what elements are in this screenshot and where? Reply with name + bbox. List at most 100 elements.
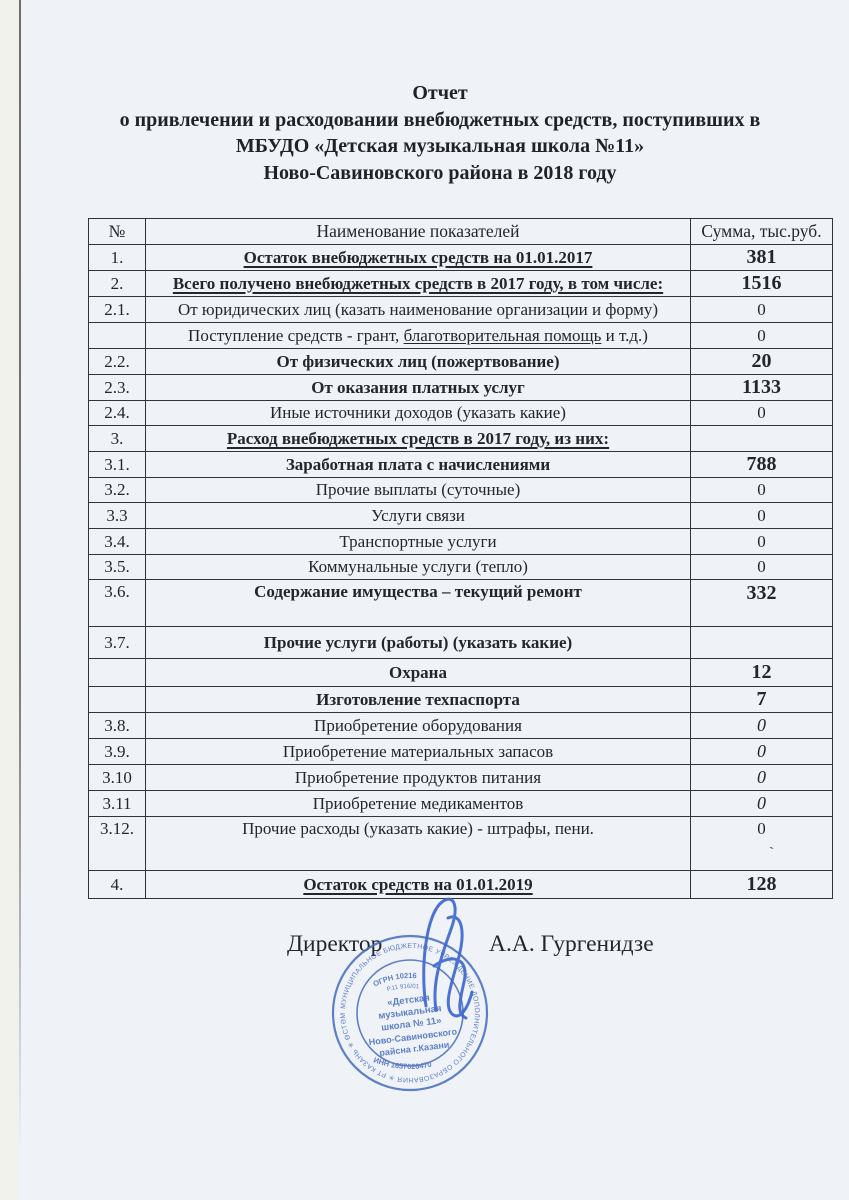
table-row: 1. Остаток внебюджетных средств на 01.01.… — [88, 244, 833, 271]
row-value — [690, 425, 833, 452]
report-title: Отчет о привлечении и расходовании внебю… — [60, 80, 820, 186]
scan-edge-line — [19, 0, 21, 1200]
table-row: 4. Остаток средств на 01.01.2019 128 — [88, 870, 833, 899]
row-name: Приобретение медикаментов — [145, 790, 691, 817]
table-row: 2.2. От физических лиц (пожертвование) 20 — [88, 348, 833, 375]
table-row: 3.1. Заработная плата с начислениями 788 — [88, 451, 833, 478]
row-num: 3.3 — [88, 502, 146, 529]
row-name: Прочие расходы (указать какие) - штрафы,… — [145, 816, 691, 871]
table-row: 3.11 Приобретение медикаментов 0 — [88, 790, 833, 817]
row-num: 2.3. — [88, 374, 146, 401]
row-value: 0 — [690, 296, 833, 323]
title-line-4: Ново-Савиновского района в 2018 году — [263, 161, 617, 184]
row-name: Содержание имущества – текущий ремонт — [145, 579, 691, 627]
table-row: 2.3. От оказания платных услуг 1133 — [88, 374, 833, 401]
table-row: 3.12. Прочие расходы (указать какие) - шт… — [88, 816, 833, 871]
row-name: Иные источники доходов (указать какие) — [145, 400, 691, 426]
row-num: 3.4. — [88, 528, 146, 555]
row-value: 381 — [690, 244, 833, 271]
row-name: Остаток средств на 01.01.2019 — [145, 870, 691, 899]
row-num: 3.10 — [88, 764, 146, 791]
row-name: Приобретение оборудования — [145, 712, 691, 739]
row-value: 0 — [690, 790, 833, 817]
row-value: 0 — [690, 712, 833, 739]
row-name: Остаток внебюджетных средств на 01.01.20… — [145, 244, 691, 271]
signature-name: А.А. Гургенидзе — [489, 931, 654, 957]
row-value: 0 — [690, 738, 833, 765]
row-value: 0 — [690, 764, 833, 791]
row-num — [88, 322, 146, 349]
row-value: 332 — [690, 579, 833, 627]
row-name: Заработная плата с начислениями — [145, 451, 691, 478]
report-table: № Наименование показателей Сумма, тыс.ру… — [88, 218, 833, 899]
row-name: Транспортные услуги — [145, 528, 691, 555]
stamp-reg-text: Р.11 916/01 — [386, 983, 420, 993]
row-value: 12 — [690, 658, 833, 687]
row-value: 0 — [690, 816, 833, 871]
table-row: 3.8. Приобретение оборудования 0 — [88, 712, 833, 739]
row-num: 3.1. — [88, 451, 146, 478]
row-num: 3.12. — [88, 816, 146, 871]
row-num: 2.2. — [88, 348, 146, 375]
stamp-outer-circle — [331, 934, 489, 1092]
row-name: Услуги связи — [145, 502, 691, 529]
row-num: 3.5. — [88, 554, 146, 580]
table-row: Охрана 12 — [88, 658, 833, 687]
row-value — [690, 626, 833, 659]
title-line-3: МБУДО «Детская музыкальная школа №11» — [235, 135, 645, 157]
row-name: Изготовление техпаспорта — [145, 686, 691, 713]
row-name: От физических лиц (пожертвование) — [145, 348, 691, 375]
header-sum: Сумма, тыс.руб. — [690, 218, 833, 245]
row-name: Коммунальные услуги (тепло) — [145, 554, 691, 580]
row-num: 3.2. — [88, 477, 146, 503]
table-row: 2.4. Иные источники доходов (указать каки… — [88, 400, 833, 426]
header-num: № — [88, 218, 146, 245]
row-value: 7 — [690, 686, 833, 713]
row-value: 1133 — [690, 374, 833, 401]
stamp-inn-text: ИНН 1657026470 — [372, 1055, 432, 1071]
row-num: 2.1. — [88, 296, 146, 323]
row-name: От оказания платных услуг — [145, 374, 691, 401]
row-num: 3.8. — [88, 712, 146, 739]
row-value: 0 — [690, 554, 833, 580]
row-name: Поступление средств - грант, благотворит… — [145, 322, 691, 349]
row-name: Охрана — [145, 658, 691, 687]
row-num: 1. — [88, 244, 146, 271]
row-name: От юридических лиц (казать наименование … — [145, 296, 691, 323]
table-row: 3.2. Прочие выплаты (суточные) 0 — [88, 477, 833, 503]
table-row: 3.4. Транспортные услуги 0 — [88, 528, 833, 555]
row-value: 1516 — [690, 270, 833, 297]
row-value: 128 — [690, 870, 833, 899]
table-row: 3.3 Услуги связи 0 — [88, 502, 833, 529]
row-num: 4. — [88, 870, 146, 899]
report-table-body: 1. Остаток внебюджетных средств на 01.01.… — [88, 244, 833, 899]
table-row: 3.6. Содержание имущества – текущий ремон… — [88, 579, 833, 627]
row-num: 3.7. — [88, 626, 146, 659]
row-num: 3.9. — [88, 738, 146, 765]
row-num: 2.4. — [88, 400, 146, 426]
row-value: 788 — [690, 451, 833, 478]
row-value: 0 — [690, 477, 833, 503]
row-name: Приобретение продуктов питания — [145, 764, 691, 791]
row-name: Расход внебюджетных средств в 2017 году,… — [145, 425, 691, 452]
table-header-row: № Наименование показателей Сумма, тыс.ру… — [88, 218, 833, 245]
title-line-1: Отчет — [412, 82, 468, 104]
row-num: 3.11 — [88, 790, 146, 817]
row-name: Всего получено внебюджетных средств в 20… — [145, 270, 691, 297]
row-name: Приобретение материальных запасов — [145, 738, 691, 765]
row-num: 3.6. — [88, 579, 146, 627]
row-num: 3. — [88, 425, 146, 452]
header-name: Наименование показателей — [145, 218, 691, 245]
table-row: 2. Всего получено внебюджетных средств в … — [88, 270, 833, 297]
scan-edge-strip — [0, 0, 19, 1200]
row-value: 0 — [690, 528, 833, 555]
row-name: Прочие выплаты (суточные) — [145, 477, 691, 503]
handwritten-signature — [422, 897, 474, 1020]
row-value: 0 — [690, 502, 833, 529]
table-row: 3.7. Прочие услуги (работы) (указать каки… — [88, 626, 833, 659]
row-num — [88, 658, 146, 687]
table-row: 2.1. От юридических лиц (казать наименова… — [88, 296, 833, 323]
title-line-2: о привлечении и расходовании внебюджетны… — [119, 108, 761, 131]
table-row: 3.5. Коммунальные услуги (тепло) 0 — [88, 554, 833, 580]
